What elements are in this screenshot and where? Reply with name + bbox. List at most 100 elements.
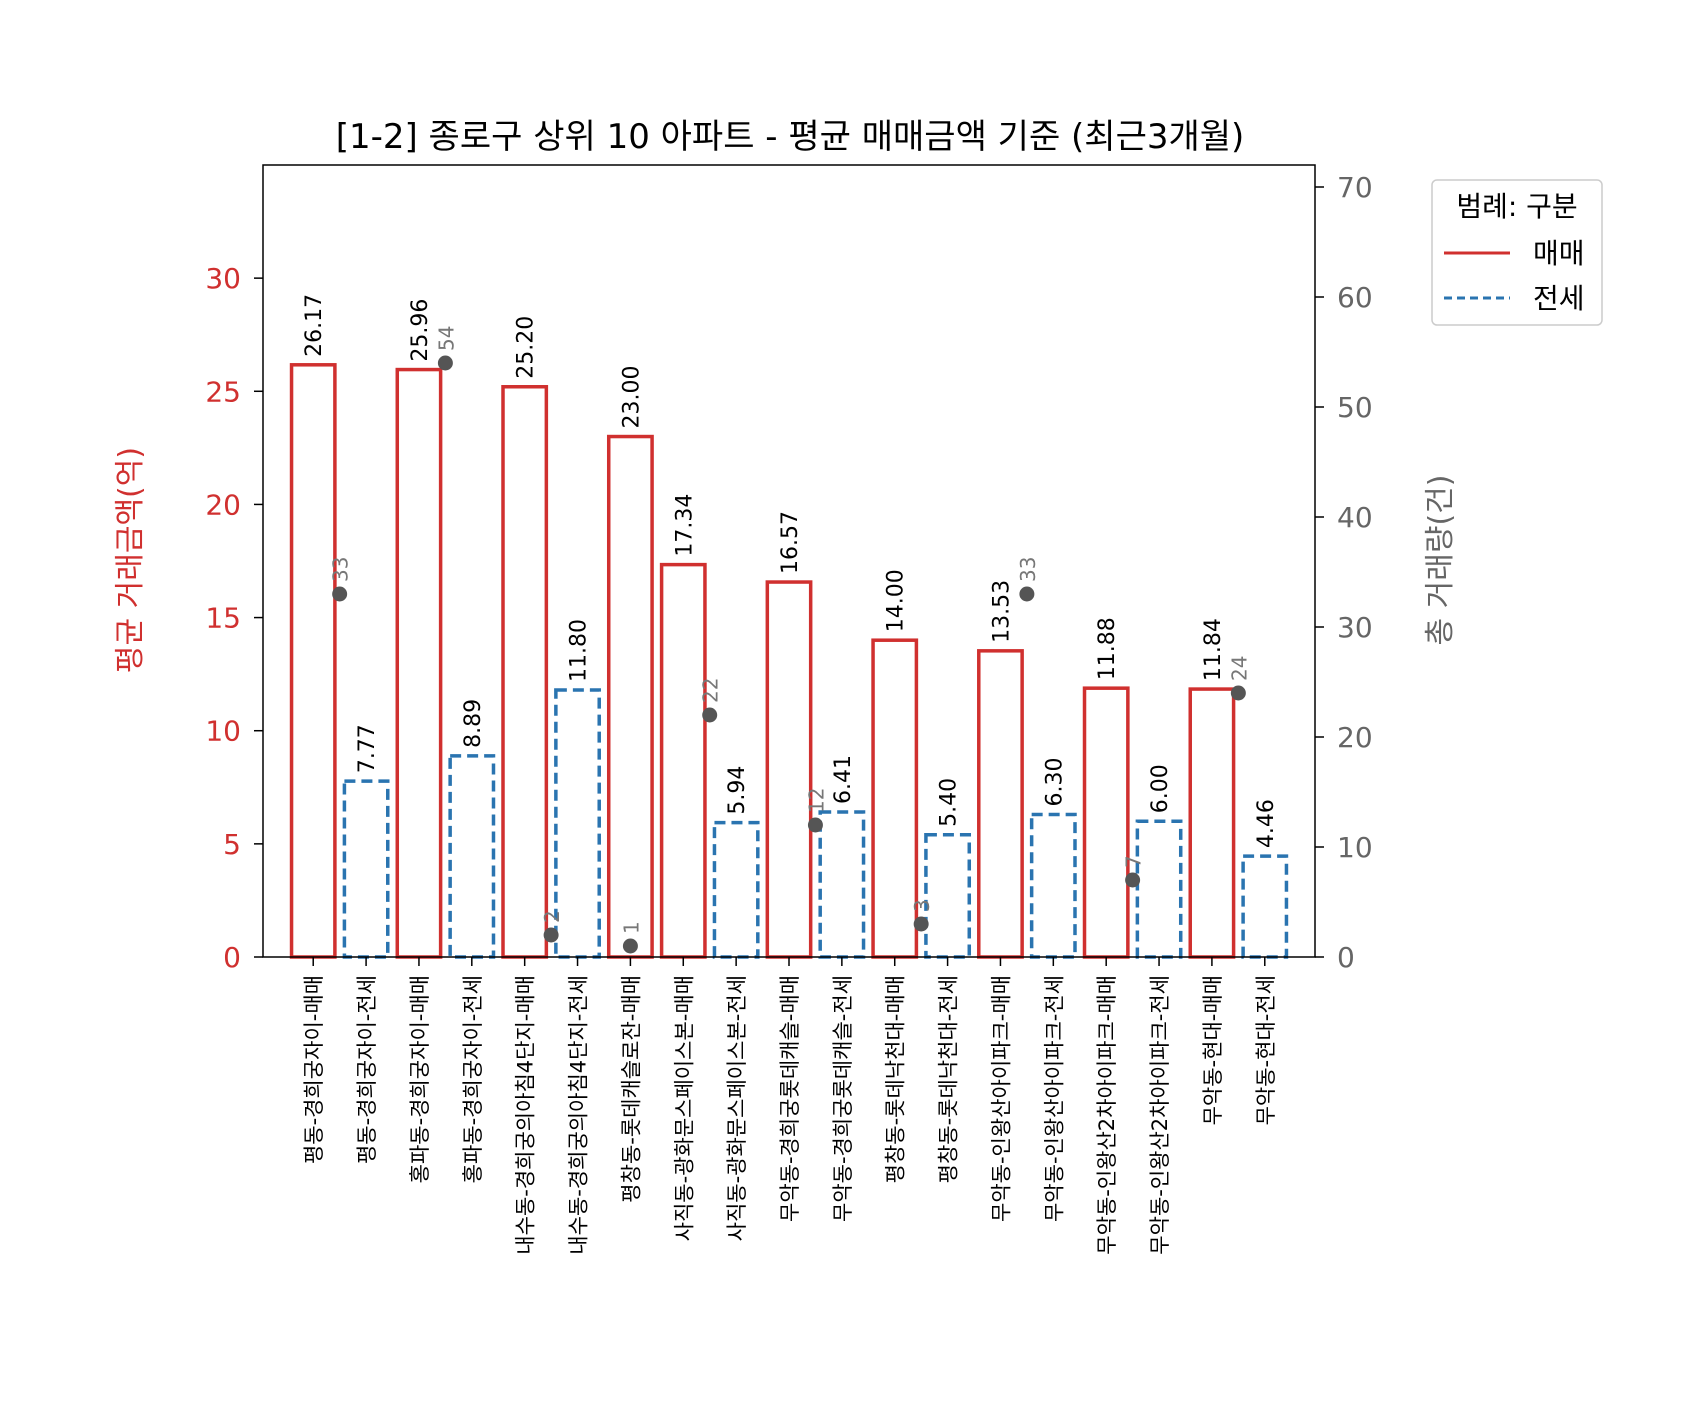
count-label: 1 [619,921,643,934]
bar [924,833,972,959]
count-point [543,927,559,943]
bar-value-label: 7.77 [355,724,380,773]
bar-value-label: 25.96 [408,299,433,362]
count-point [1125,872,1141,888]
count-point [913,916,929,932]
y-right-tick-label: 50 [1337,391,1373,424]
legend-box [1431,179,1603,326]
x-tick-label: 무악동-현대-매매 [1201,975,1225,1125]
bar-value-label: 4.46 [1254,799,1279,848]
y-left-tick-label: 15 [205,602,241,635]
count-label: 24 [1227,656,1251,681]
bar-value-label: 6.30 [1042,757,1067,806]
bar-value-label: 23.00 [619,366,644,429]
x-tick-label: 평창동-롯데낙천대-매매 [884,975,908,1183]
bar-value-label: 11.88 [1095,617,1120,680]
bar-value-label: 14.00 [884,569,909,632]
bar-value-label: 11.84 [1201,618,1226,681]
y-left-tick-label: 30 [205,262,241,295]
bar-value-label: 8.89 [461,699,486,748]
x-tick-label: 무악동-인왕산아이파크-매매 [989,975,1013,1222]
x-tick-label: 홍파동-경희궁자이-전세 [461,975,485,1183]
bar-value-label: 5.40 [937,778,962,827]
count-label: 12 [804,788,828,813]
bar-value-label: 5.94 [725,766,750,815]
x-tick-label: 무악동-인왕산아이파크-전세 [1042,975,1066,1222]
x-tick-label: 무악동-경희궁롯데캐슬-매매 [778,975,802,1222]
count-point [807,817,823,833]
count-label: 33 [1016,557,1040,582]
x-tick-label: 평동-경희궁자이-매매 [302,975,326,1164]
bar [1082,686,1130,959]
y-left-tick-label: 20 [205,488,241,521]
x-tick-label: 홍파동-경희궁자이-매매 [408,975,432,1183]
y-right-tick-label: 0 [1337,941,1355,974]
count-point [622,938,638,954]
y-right-tick-label: 30 [1337,611,1373,644]
bar-value-label: 25.20 [514,316,539,379]
bar [1029,812,1077,959]
bar [395,367,443,959]
bar-value-label: 6.00 [1148,764,1173,813]
count-label: 7 [1122,855,1146,868]
count-point [702,707,718,723]
count-point [437,355,453,371]
y-left-tick-label: 25 [205,375,241,408]
x-tick-label: 평동-경희궁자이-전세 [355,975,379,1164]
bar [1135,819,1183,959]
count-label: 22 [699,678,723,703]
legend-title: 범례: 구분 [1456,190,1577,223]
y-right-tick-label: 20 [1337,721,1373,754]
y-right-tick-label: 60 [1337,281,1373,314]
y-left-tick-label: 5 [223,828,241,861]
x-tick-label: 사직동-광화문스페이스본-전세 [725,975,749,1241]
axes-layer: 0 5 10 15 20 25 30 0 10 20 30 40 50 60 70 평동-경희궁자이-매매 평동… [205,164,1373,1255]
x-tick-label: 내수동-경희궁의아침4단지-매매 [514,975,538,1255]
bar [289,363,337,959]
bar [659,562,707,959]
legend: 범례: 구분 매매 전세 [1431,179,1603,326]
bar-value-label: 6.41 [831,755,856,804]
bar [818,810,866,959]
bar-value-label: 16.57 [778,511,803,574]
y-right-tick-label: 70 [1337,171,1373,204]
x-tick-label: 무악동-현대-전세 [1254,975,1278,1125]
x-tick-label: 평창동-롯데캐슬로잔-매매 [619,975,643,1203]
bar-value-label: 11.80 [567,619,592,682]
x-tick-label: 무악동-경희궁롯데캐슬-전세 [831,975,855,1222]
y-axis-left-label: 평균 거래금액(억) [113,447,148,673]
x-tick-label: 무악동-인왕산2차아이파크-전세 [1148,975,1172,1255]
bar [977,649,1024,959]
y-left-tick-label: 0 [223,941,241,974]
bar [606,434,654,959]
bar [1241,854,1289,959]
x-tick-label: 평창동-롯데낙천대-전세 [937,975,961,1183]
count-label: 33 [329,557,353,582]
count-point [1230,685,1246,701]
x-tick-label: 무악동-인왕산2차아이파크-매매 [1095,975,1119,1255]
x-tick-label: 내수동-경희궁의아침4단지-전세 [567,975,591,1255]
bar [448,754,496,959]
legend-label-jeonse: 전세 [1533,282,1585,315]
x-tick-label: 사직동-광화문스페이스본-매매 [672,975,696,1241]
count-label: 3 [910,899,934,912]
count-label: 2 [540,910,564,923]
chart-title: [1-2] 종로구 상위 10 아파트 - 평균 매매금액 기준 (최근3개월) [336,117,1245,157]
bar-value-label: 26.17 [302,294,327,357]
y-right-tick-label: 40 [1337,501,1373,534]
bar [712,820,760,959]
count-point [1019,586,1035,602]
bar [342,779,390,959]
count-label: 54 [434,326,458,351]
bar-value-label: 17.34 [672,494,697,557]
y-axis-right-label: 총 거래량(건) [1423,475,1458,646]
bar [1188,687,1236,959]
y-left-tick-label: 10 [205,715,241,748]
count-point [332,586,348,602]
bar [765,580,813,959]
legend-label-sale: 매매 [1533,237,1585,270]
bar-value-label: 13.53 [989,580,1014,643]
y-right-tick-label: 10 [1337,831,1373,864]
